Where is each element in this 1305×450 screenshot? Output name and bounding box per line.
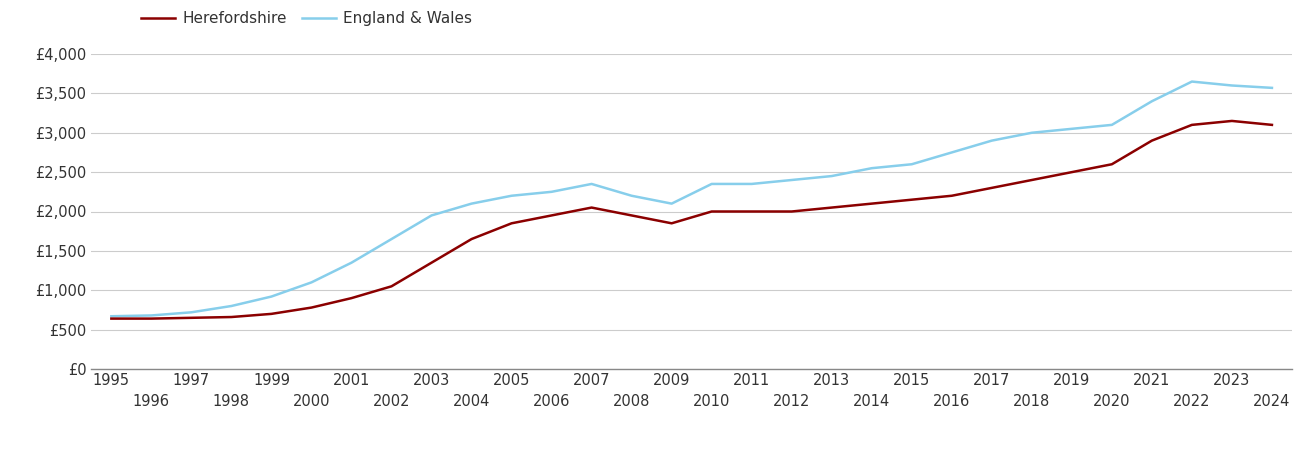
Herefordshire	[1184, 122, 1199, 128]
England & Wales	[624, 193, 639, 198]
Herefordshire	[823, 205, 839, 210]
Herefordshire	[984, 185, 1000, 191]
England & Wales	[144, 313, 159, 318]
Herefordshire	[504, 220, 519, 226]
Herefordshire	[1265, 122, 1280, 128]
Herefordshire	[1064, 169, 1079, 175]
England & Wales	[103, 314, 119, 319]
England & Wales	[504, 193, 519, 198]
England & Wales	[384, 236, 399, 242]
Herefordshire	[184, 315, 200, 320]
Herefordshire	[424, 260, 440, 265]
Herefordshire	[864, 201, 880, 206]
England & Wales	[343, 260, 359, 265]
England & Wales	[1184, 79, 1199, 84]
Herefordshire	[264, 311, 279, 317]
Herefordshire	[103, 316, 119, 321]
England & Wales	[984, 138, 1000, 143]
Herefordshire	[384, 284, 399, 289]
Herefordshire	[624, 213, 639, 218]
England & Wales	[184, 310, 200, 315]
Herefordshire	[583, 205, 599, 210]
England & Wales	[823, 173, 839, 179]
Herefordshire	[904, 197, 920, 202]
Herefordshire	[144, 316, 159, 321]
Herefordshire	[664, 220, 680, 226]
Herefordshire	[744, 209, 760, 214]
England & Wales	[304, 279, 320, 285]
Herefordshire	[1144, 138, 1160, 143]
Herefordshire	[544, 213, 560, 218]
Herefordshire	[1104, 162, 1120, 167]
England & Wales	[223, 303, 239, 309]
Herefordshire	[784, 209, 800, 214]
England & Wales	[703, 181, 719, 187]
Herefordshire	[343, 295, 359, 301]
Line: Herefordshire: Herefordshire	[111, 121, 1272, 319]
Herefordshire	[703, 209, 719, 214]
England & Wales	[1144, 99, 1160, 104]
England & Wales	[1064, 126, 1079, 131]
Herefordshire	[1024, 177, 1040, 183]
Legend: Herefordshire, England & Wales: Herefordshire, England & Wales	[134, 5, 479, 32]
England & Wales	[583, 181, 599, 187]
England & Wales	[264, 294, 279, 299]
England & Wales	[1024, 130, 1040, 135]
England & Wales	[1224, 83, 1240, 88]
Herefordshire	[463, 236, 479, 242]
England & Wales	[544, 189, 560, 194]
England & Wales	[944, 150, 959, 155]
Line: England & Wales: England & Wales	[111, 81, 1272, 316]
England & Wales	[424, 213, 440, 218]
Herefordshire	[304, 305, 320, 310]
England & Wales	[1104, 122, 1120, 128]
England & Wales	[784, 177, 800, 183]
England & Wales	[1265, 85, 1280, 90]
Herefordshire	[1224, 118, 1240, 124]
England & Wales	[904, 162, 920, 167]
Herefordshire	[223, 314, 239, 319]
England & Wales	[864, 166, 880, 171]
England & Wales	[664, 201, 680, 206]
England & Wales	[744, 181, 760, 187]
Herefordshire	[944, 193, 959, 198]
England & Wales	[463, 201, 479, 206]
